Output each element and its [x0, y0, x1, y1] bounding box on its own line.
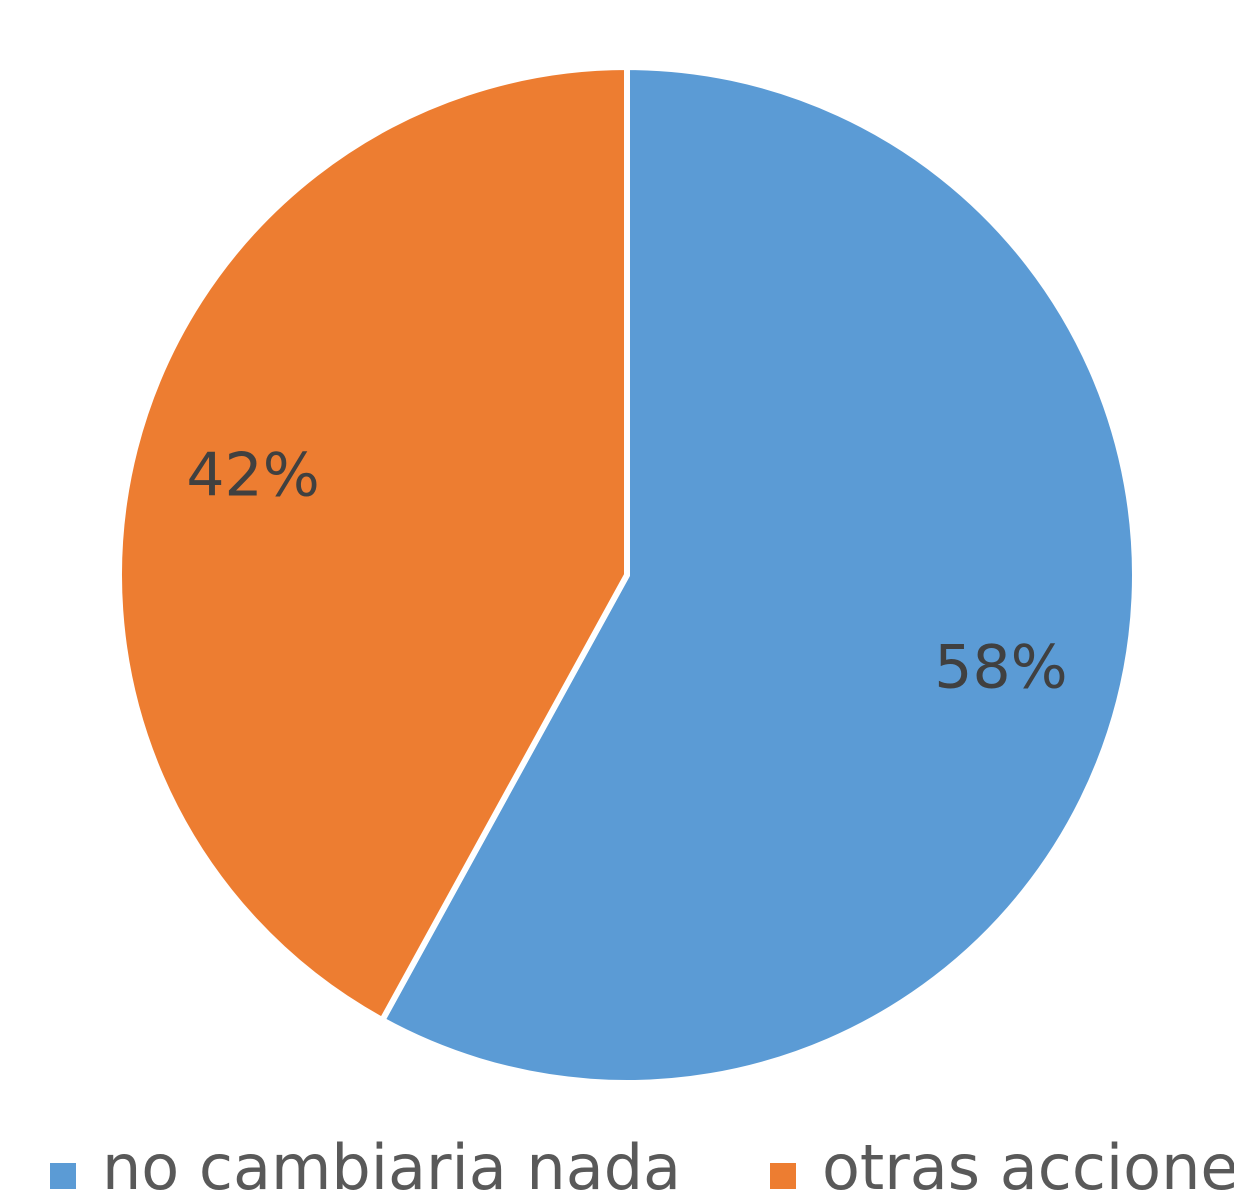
data-label: 42% [186, 441, 319, 511]
legend-swatch [50, 1163, 76, 1189]
legend-label: no cambiaria nada [102, 1131, 681, 1198]
pie-slice [116, 63, 630, 1025]
legend-label: otras acciones [822, 1131, 1234, 1198]
data-label: 58% [934, 633, 1067, 703]
legend-swatch [770, 1163, 796, 1189]
pie-slice [378, 63, 1138, 1086]
